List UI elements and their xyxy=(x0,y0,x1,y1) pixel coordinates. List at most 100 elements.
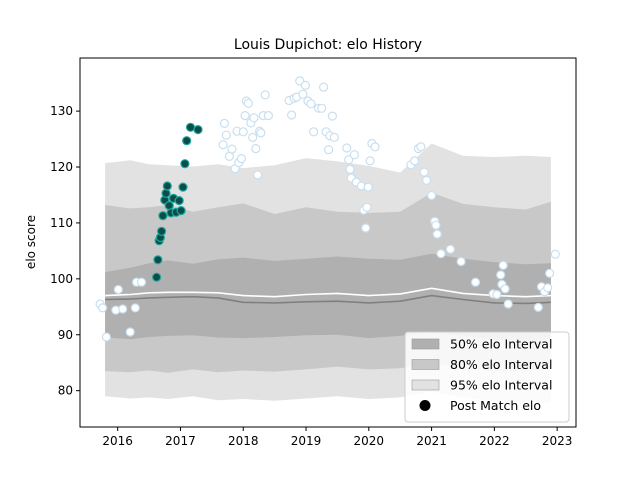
faded-elo-point xyxy=(227,144,237,154)
legend-frame xyxy=(404,331,570,423)
faded-elo-point xyxy=(431,220,441,230)
faded-elo-point xyxy=(543,283,553,293)
post-match-elo-point xyxy=(153,255,163,265)
post-match-elo-point xyxy=(176,206,186,216)
faded-elo-point xyxy=(249,113,259,123)
faded-elo-point xyxy=(342,143,352,153)
x-tick-label: 2020 xyxy=(354,434,385,448)
x-tick-label: 2019 xyxy=(291,434,322,448)
faded-elo-point xyxy=(263,110,273,121)
x-tick-label: 2017 xyxy=(165,434,196,448)
faded-elo-point xyxy=(287,110,297,120)
faded-elo-point xyxy=(125,327,135,337)
faded-elo-point xyxy=(445,244,455,254)
faded-elo-point xyxy=(101,332,112,342)
faded-elo-point xyxy=(432,229,442,239)
faded-elo-point xyxy=(363,182,373,192)
legend-label: Post Match elo xyxy=(450,398,541,413)
faded-elo-point xyxy=(503,299,513,309)
legend: 50% elo Interval 80% elo Interval 95% elo … xyxy=(404,331,570,423)
y-tick-label: 80 xyxy=(58,384,73,398)
faded-elo-point xyxy=(118,304,128,314)
post-match-elo-point xyxy=(157,226,167,236)
post-match-elo-point xyxy=(185,122,196,132)
post-match-elo-point xyxy=(164,201,174,211)
faded-elo-point xyxy=(533,302,543,312)
faded-elo-point xyxy=(456,256,466,267)
faded-elo-point xyxy=(113,284,123,295)
faded-elo-point xyxy=(329,132,339,142)
post-match-elo-point xyxy=(178,182,188,192)
x-axis: 2016 2017 2018 2019 2020 2021 2022 2023 xyxy=(102,427,572,448)
faded-elo-point xyxy=(243,98,253,108)
band-50 xyxy=(105,253,551,341)
faded-elo-point xyxy=(298,89,308,99)
y-axis-label: elo score xyxy=(24,215,38,269)
faded-elo-point xyxy=(219,118,229,129)
post-match-elo-point xyxy=(158,211,168,221)
y-tick-label: 90 xyxy=(58,328,73,342)
faded-elo-point xyxy=(470,277,481,287)
faded-elo-point xyxy=(317,103,327,113)
plot-area xyxy=(95,76,560,403)
faded-elo-point xyxy=(370,142,380,152)
faded-elo-point xyxy=(240,110,250,121)
faded-elo-points xyxy=(95,76,560,342)
faded-elo-point xyxy=(427,190,437,201)
faded-elo-point xyxy=(498,260,508,270)
faded-elo-point xyxy=(436,249,446,259)
faded-elo-point xyxy=(130,303,140,313)
faded-elo-point xyxy=(256,128,266,138)
faded-elo-point xyxy=(496,270,506,280)
x-tick-label: 2023 xyxy=(542,434,573,448)
faded-elo-point xyxy=(300,80,310,91)
y-tick-label: 120 xyxy=(50,160,73,174)
faded-elo-point xyxy=(500,284,510,294)
faded-elo-point xyxy=(550,249,560,259)
post-match-elo-point xyxy=(193,125,203,135)
faded-elo-point xyxy=(319,82,329,92)
legend-swatch xyxy=(411,338,440,350)
post-match-elo-point xyxy=(161,188,171,198)
faded-elo-point xyxy=(324,145,334,155)
faded-elo-point xyxy=(492,289,502,300)
faded-elo-point xyxy=(251,144,261,154)
faded-elo-point xyxy=(361,223,371,233)
post-match-elo-point xyxy=(174,196,184,206)
faded-elo-point xyxy=(410,156,420,166)
legend-marker xyxy=(419,400,431,411)
faded-elo-point xyxy=(136,277,147,287)
faded-elo-point xyxy=(306,99,316,109)
center-lines xyxy=(105,287,551,305)
legend-label: 80% elo Interval xyxy=(450,357,552,372)
post-match-elo-points xyxy=(152,122,203,282)
faded-elo-point xyxy=(416,142,426,152)
chart-title: Louis Dupichot: elo History xyxy=(234,37,422,53)
x-tick-label: 2018 xyxy=(228,434,259,448)
median-line xyxy=(105,294,551,305)
legend-label: 95% elo Interval xyxy=(450,378,552,393)
faded-elo-point xyxy=(309,127,319,137)
faded-elo-point xyxy=(344,155,354,165)
faded-elo-point xyxy=(236,154,246,164)
faded-elo-point xyxy=(365,156,375,166)
faded-elo-point xyxy=(362,202,372,212)
x-tick-label: 2021 xyxy=(416,434,447,448)
x-tick-label: 2022 xyxy=(479,434,510,448)
y-tick-label: 110 xyxy=(50,216,73,230)
post-match-elo-point xyxy=(182,136,192,146)
x-tick-label: 2016 xyxy=(102,434,133,448)
plot-frame xyxy=(79,57,577,428)
legend-swatch xyxy=(411,379,440,391)
faded-elo-point xyxy=(218,140,228,150)
faded-elo-point xyxy=(544,268,555,278)
faded-elo-point xyxy=(327,111,337,121)
faded-elo-point xyxy=(248,132,258,142)
post-match-elo-point xyxy=(152,272,162,282)
faded-elo-point xyxy=(253,170,263,180)
legend-swatch xyxy=(411,359,440,370)
post-match-elo-point xyxy=(180,159,190,169)
faded-elo-point xyxy=(260,90,270,100)
faded-elo-point xyxy=(238,127,248,137)
faded-elo-point xyxy=(345,164,355,174)
